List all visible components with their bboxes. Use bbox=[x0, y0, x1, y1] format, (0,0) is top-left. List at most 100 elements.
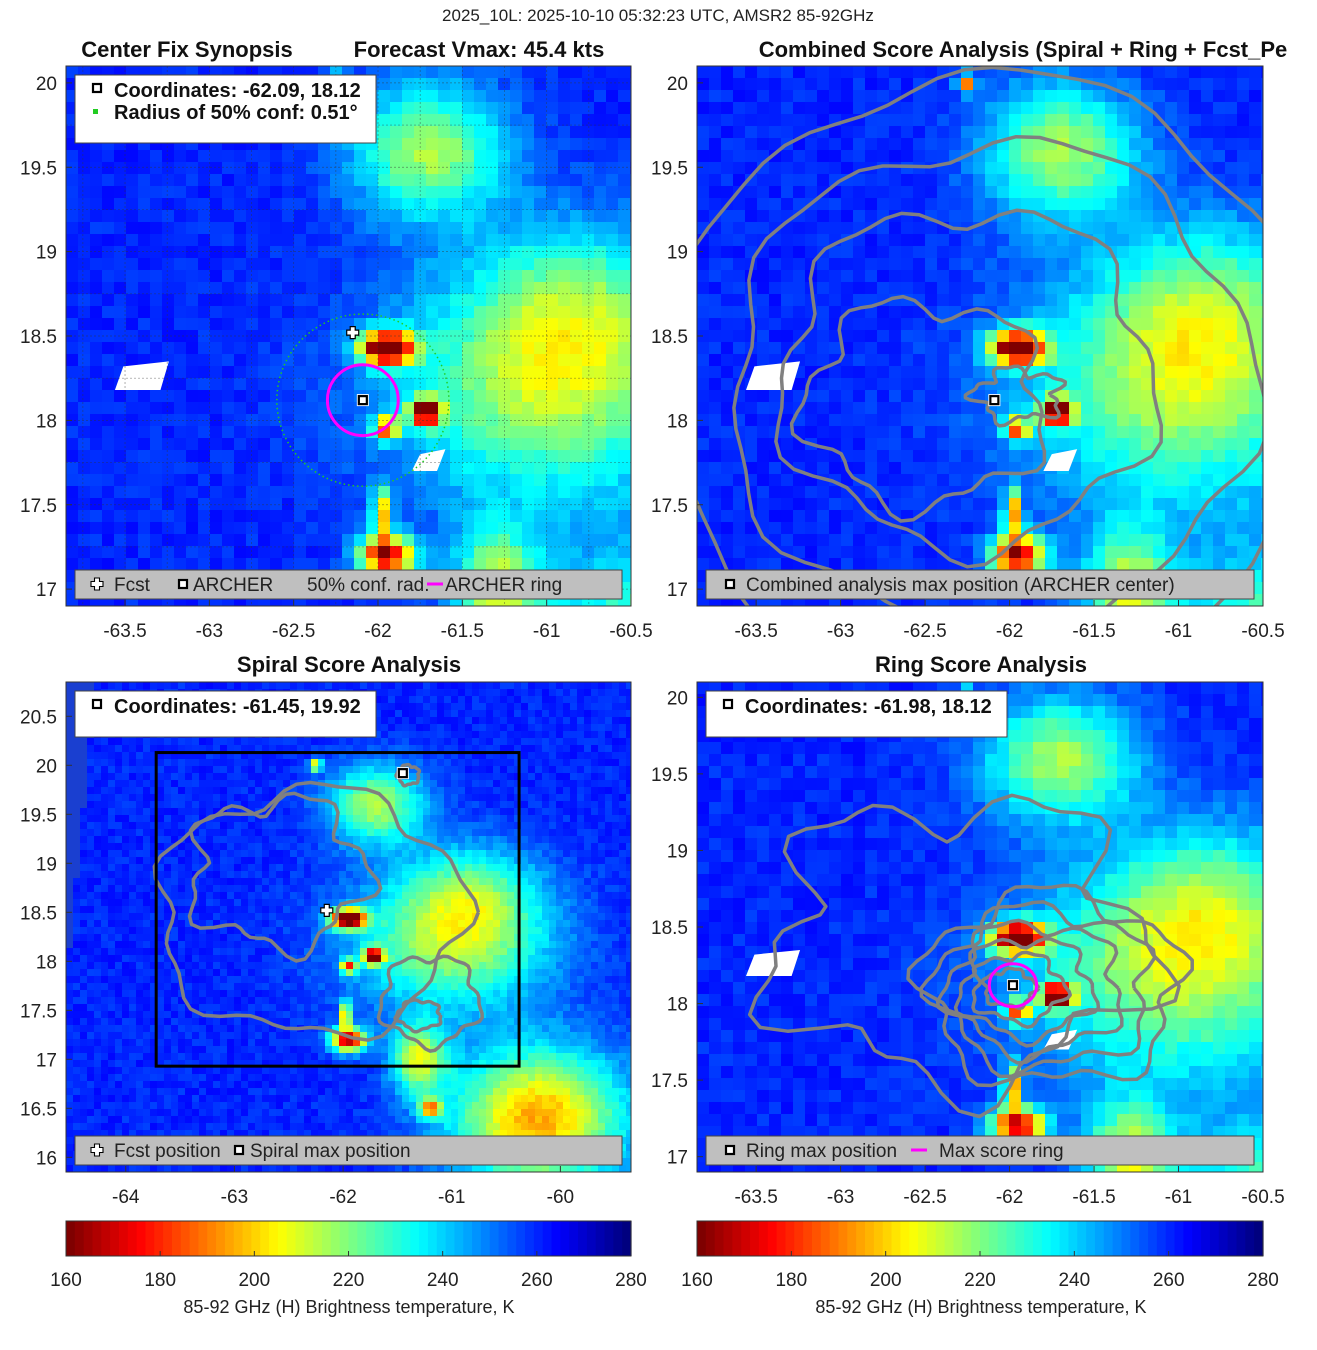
legend-swatch-max bbox=[724, 1144, 736, 1156]
info-box: Coordinates: -61.98, 18.12 bbox=[705, 690, 1008, 738]
missing-data-patch bbox=[114, 361, 169, 390]
colorbar-segment bbox=[811, 1221, 822, 1256]
colorbar-segment bbox=[269, 1221, 279, 1256]
colorbar-segment bbox=[277, 1221, 288, 1256]
legend-label: Fcst bbox=[114, 575, 151, 596]
x-tick-label: -62.5 bbox=[272, 621, 315, 642]
max-score-ring bbox=[987, 962, 1039, 1009]
x-tick-label: -60.5 bbox=[609, 621, 652, 642]
colorbar-segment bbox=[803, 1221, 813, 1256]
panel-spiral: Spiral Score Analysis -64 -63 -62 -61 -60 16 1… bbox=[20, 652, 632, 1208]
y-tick-label: 20 bbox=[667, 74, 688, 95]
score-contour bbox=[963, 364, 1068, 428]
legend-swatch-max bbox=[177, 578, 189, 590]
x-tick-label: -62 bbox=[996, 1187, 1023, 1208]
x-tick-label: -61 bbox=[1165, 621, 1192, 642]
x-tick-label: -64 bbox=[112, 1187, 140, 1208]
y-tick-label: 17.5 bbox=[651, 1071, 688, 1092]
search-box bbox=[154, 751, 521, 1068]
missing-data-patch bbox=[745, 361, 801, 390]
colorbar-segment bbox=[856, 1221, 866, 1256]
colorbar-segment bbox=[794, 1221, 804, 1256]
colorbar-segment bbox=[224, 1221, 235, 1256]
colorbar-segment bbox=[1201, 1221, 1211, 1256]
colorbar-segment bbox=[339, 1221, 350, 1256]
colorbar-segment bbox=[988, 1221, 999, 1256]
info-box: Coordinates: -61.45, 19.92 bbox=[74, 690, 377, 738]
colorbar-segment bbox=[891, 1221, 902, 1256]
y-tick-label: 19 bbox=[667, 243, 688, 264]
colorbar-segment bbox=[242, 1221, 252, 1256]
x-tick-label: -63.5 bbox=[734, 621, 777, 642]
colorbar-tick-label: 180 bbox=[775, 1270, 807, 1291]
colorbar-segment bbox=[498, 1221, 509, 1256]
figure-suptitle: 2025_10L: 2025-10-10 05:32:23 UTC, AMSR2… bbox=[442, 6, 874, 25]
ring-max-marker bbox=[1006, 979, 1019, 992]
heatmap-image bbox=[697, 682, 1263, 1172]
colorbar-segment bbox=[551, 1221, 561, 1256]
panel-title: Center Fix Synopsis bbox=[81, 37, 293, 62]
colorbar-tick-label: 160 bbox=[50, 1270, 82, 1291]
colorbar-segment bbox=[110, 1221, 120, 1256]
colorbar-tick-label: 160 bbox=[681, 1270, 713, 1291]
colorbar-segment bbox=[767, 1221, 778, 1256]
y-tick-label: 17.5 bbox=[20, 1001, 57, 1022]
colorbar-segment bbox=[357, 1221, 367, 1256]
score-contour bbox=[774, 208, 1164, 569]
x-tick-label: -61.5 bbox=[441, 621, 484, 642]
y-tick-label: 20 bbox=[667, 688, 688, 709]
colorbar-segment bbox=[1209, 1221, 1220, 1256]
y-tick-label: 18.5 bbox=[20, 903, 57, 924]
colorbar-label: 85-92 GHz (H) Brightness temperature, K bbox=[183, 1297, 514, 1317]
colorbar-segment bbox=[304, 1221, 314, 1256]
colorbar-segment bbox=[1050, 1221, 1061, 1256]
colorbar-left: 85-92 GHz (H) Brightness temperature, K … bbox=[50, 1220, 647, 1317]
legend-swatch-archer bbox=[722, 698, 734, 710]
x-tick-label: -61 bbox=[533, 621, 560, 642]
colorbar-segment bbox=[330, 1221, 341, 1256]
colorbar-tick-label: 220 bbox=[964, 1270, 996, 1291]
score-contour bbox=[747, 793, 1181, 1119]
colorbar-segment bbox=[154, 1221, 164, 1256]
colorbar-segment bbox=[873, 1221, 884, 1256]
legend-swatch-max bbox=[724, 578, 736, 590]
colorbar-segment bbox=[560, 1221, 570, 1256]
colorbar-segment bbox=[216, 1221, 226, 1256]
x-tick-label: -61.5 bbox=[1072, 1187, 1115, 1208]
colorbar-segment bbox=[1218, 1221, 1229, 1256]
y-tick-label: 17 bbox=[36, 580, 57, 601]
colorbar-tick-label: 280 bbox=[1247, 1270, 1279, 1291]
colorbar-segment bbox=[251, 1221, 261, 1256]
colorbar-tick-label: 240 bbox=[1058, 1270, 1090, 1291]
legend-label: ARCHER ring bbox=[445, 575, 562, 596]
x-tick-label: -62 bbox=[364, 621, 391, 642]
x-tick-label: -62.5 bbox=[903, 621, 946, 642]
info-line: Radius of 50% conf: 0.51° bbox=[114, 102, 358, 124]
colorbar-segment bbox=[714, 1221, 725, 1256]
colorbar-segment bbox=[171, 1221, 182, 1256]
colorbar-segment bbox=[1245, 1221, 1255, 1256]
colorbar-segment bbox=[1227, 1221, 1238, 1256]
x-tick-label: -63.5 bbox=[103, 621, 146, 642]
colorbar-segment bbox=[489, 1221, 500, 1256]
colorbar-segment bbox=[613, 1221, 623, 1256]
colorbar-segment bbox=[1077, 1221, 1087, 1256]
y-tick-label: 17 bbox=[36, 1050, 57, 1071]
score-contour bbox=[393, 998, 443, 1034]
colorbar-segment bbox=[622, 1221, 632, 1256]
heatmap-image bbox=[66, 682, 631, 1172]
legend-swatch-archer bbox=[91, 82, 103, 94]
y-tick-label: 19.5 bbox=[651, 765, 688, 786]
colorbar-segment bbox=[383, 1221, 394, 1256]
colorbar-segment bbox=[909, 1221, 919, 1256]
colorbar-segment bbox=[295, 1221, 305, 1256]
y-tick-label: 20 bbox=[36, 74, 57, 95]
combined-max-marker bbox=[988, 394, 1001, 407]
x-tick-label: -60.5 bbox=[1241, 1187, 1284, 1208]
colorbar-segment bbox=[604, 1221, 614, 1256]
colorbar-segment bbox=[525, 1221, 535, 1256]
colorbar-segment bbox=[542, 1221, 553, 1256]
x-tick-label: -63.5 bbox=[734, 1187, 777, 1208]
colorbar-segment bbox=[1094, 1221, 1105, 1256]
